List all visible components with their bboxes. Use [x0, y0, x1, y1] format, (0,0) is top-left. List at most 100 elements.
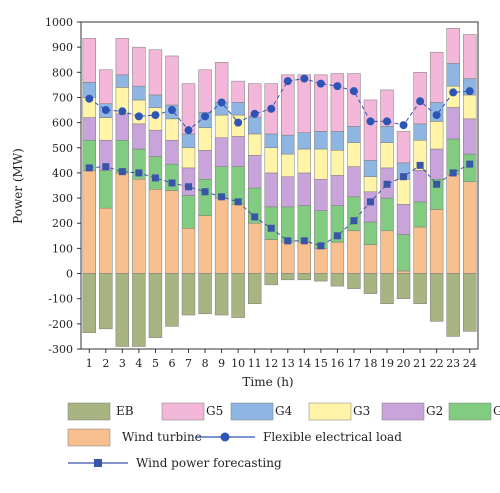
bar-g1-12 — [264, 206, 278, 240]
x-tick-label: 12 — [264, 357, 278, 370]
bar-g3-15 — [314, 148, 328, 180]
bar-g1-23 — [446, 138, 460, 175]
bar-g5-5 — [148, 49, 163, 96]
x-tick-label: 7 — [185, 357, 192, 370]
bar-eb-20 — [396, 273, 411, 299]
bar-g4-10 — [231, 102, 245, 116]
point-flexible-electrical-load-12 — [267, 104, 276, 113]
bar-g5-10 — [231, 80, 245, 103]
point-wind-power-forecasting-23 — [449, 169, 457, 177]
bar-g2-8 — [198, 150, 212, 180]
bar-eb-16 — [330, 273, 345, 287]
point-wind-power-forecasting-12 — [267, 224, 275, 232]
x-tick-label: 23 — [446, 357, 460, 370]
bar-wind-turbine-9 — [214, 197, 229, 274]
bar-g3-9 — [214, 114, 229, 138]
bar-eb-3 — [115, 273, 130, 347]
bar-g3-19 — [380, 142, 394, 169]
legend: EB G5 G4 G3 G2 G1 Wind turbine Flexible electri… — [67, 402, 500, 470]
bar-eb-14 — [297, 273, 312, 281]
point-wind-power-forecasting-14 — [300, 237, 308, 245]
legend-label-g4: G4 — [275, 404, 293, 418]
point-wind-power-forecasting-9 — [218, 193, 226, 201]
y-tick-label: 0 — [66, 268, 73, 281]
bar-g5-14 — [297, 74, 312, 133]
bar-g2-15 — [314, 178, 328, 211]
bar-wind-turbine-6 — [165, 190, 179, 274]
y-tick-label: 400 — [52, 167, 73, 180]
bar-wind-turbine-22 — [429, 209, 444, 274]
point-wind-power-forecasting-5 — [151, 174, 159, 182]
y-tick-label: 300 — [52, 192, 73, 205]
point-wind-power-forecasting-15 — [317, 242, 325, 250]
y-tick-label: 900 — [52, 41, 73, 54]
legend-label-wind-turbine: Wind turbine — [122, 430, 202, 444]
bar-g1-20 — [396, 234, 411, 272]
x-tick-label: 8 — [202, 357, 209, 370]
x-tick-label: 3 — [119, 357, 126, 370]
legend-label-g2: G2 — [426, 404, 443, 418]
y-tick-label: 800 — [52, 66, 73, 79]
bar-g5-2 — [99, 69, 113, 104]
bar-g3-7 — [181, 147, 196, 169]
bar-eb-8 — [198, 273, 212, 315]
bar-wind-turbine-14 — [297, 241, 312, 274]
point-flexible-electrical-load-20 — [399, 121, 408, 130]
bar-wind-turbine-4 — [132, 178, 146, 274]
bar-g5-13 — [281, 74, 295, 136]
bar-eb-15 — [314, 273, 328, 282]
bar-g2-6 — [165, 139, 179, 165]
x-tick-label: 20 — [397, 357, 411, 370]
y-tick-label: -300 — [48, 343, 73, 356]
bar-wind-turbine-24 — [463, 181, 477, 274]
bar-g2-14 — [297, 172, 312, 206]
bar-g2-4 — [132, 123, 146, 150]
x-tick-label: 21 — [413, 357, 427, 370]
bar-eb-6 — [165, 273, 179, 327]
x-tick-label: 10 — [231, 357, 245, 370]
bar-wind-turbine-20 — [396, 270, 411, 274]
bar-g5-23 — [446, 28, 460, 64]
point-flexible-electrical-load-17 — [349, 87, 358, 96]
bar-wind-turbine-12 — [264, 239, 278, 274]
point-flexible-electrical-load-22 — [432, 111, 441, 120]
point-wind-power-forecasting-18 — [366, 198, 374, 206]
bar-g2-12 — [264, 172, 278, 208]
bar-g4-14 — [297, 132, 312, 150]
bar-g1-6 — [165, 163, 179, 191]
bar-g5-22 — [429, 51, 444, 103]
x-tick-label: 5 — [152, 357, 159, 370]
legend-item-g2: G2 — [381, 402, 443, 421]
bar-g4-23 — [446, 63, 460, 87]
point-wind-power-forecasting-17 — [350, 217, 358, 225]
bar-g3-12 — [264, 147, 278, 174]
bar-g5-20 — [396, 131, 411, 164]
legend-swatch-g5 — [161, 402, 205, 421]
bar-g2-16 — [330, 175, 345, 206]
bar-g4-12 — [264, 133, 278, 149]
bar-eb-19 — [380, 273, 394, 304]
bar-g3-17 — [347, 142, 361, 167]
bar-g5-24 — [463, 34, 477, 79]
axes: -300 -200 -100 0 100 200 300 400 500 600 700 800 900… — [45, 16, 479, 370]
bar-eb-10 — [231, 273, 245, 318]
x-tick-label: 9 — [218, 357, 225, 370]
bar-eb-22 — [429, 273, 444, 322]
bar-g1-21 — [413, 201, 427, 228]
x-tick-label: 16 — [330, 357, 344, 370]
bar-g4-17 — [347, 126, 361, 143]
legend-marker-flexible-electrical-load — [220, 432, 230, 442]
bar-wind-turbine-8 — [198, 215, 212, 274]
legend-label-g1: G1 — [493, 404, 500, 418]
point-flexible-electrical-load-23 — [449, 88, 458, 97]
point-wind-power-forecasting-3 — [118, 168, 126, 176]
legend-item-flexible-electrical-load: Flexible electrical load — [195, 430, 402, 444]
legend-label-flexible-electrical-load: Flexible electrical load — [263, 430, 402, 444]
legend-swatch-g1 — [448, 402, 492, 421]
legend-swatch-g3 — [308, 402, 352, 421]
bar-g4-19 — [380, 126, 394, 143]
bar-eb-2 — [99, 273, 113, 330]
x-axis-title: Time (h) — [242, 375, 293, 389]
point-wind-power-forecasting-2 — [102, 163, 110, 171]
